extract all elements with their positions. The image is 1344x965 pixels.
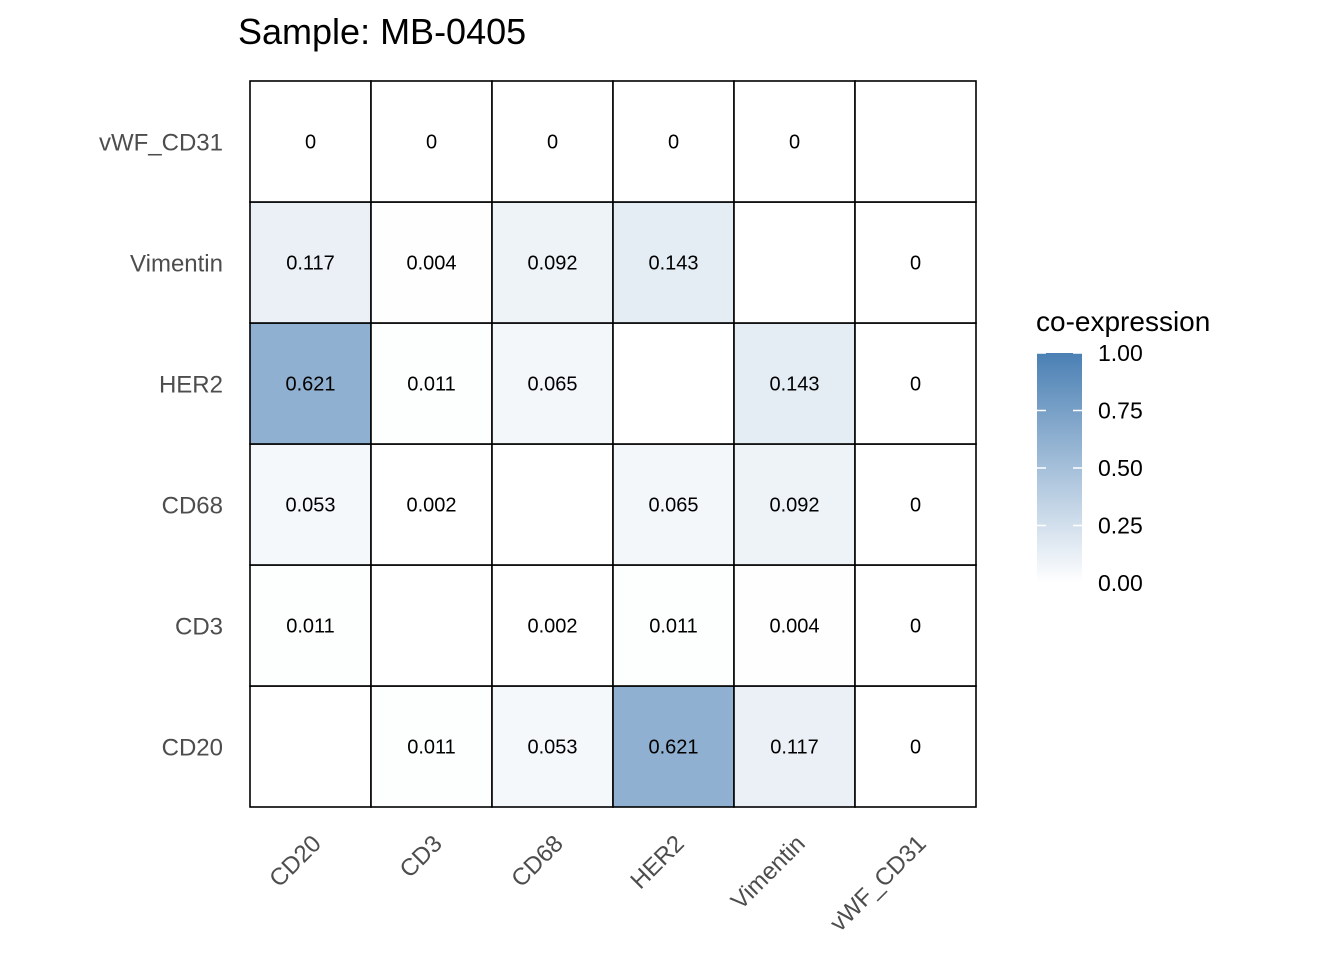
cell-label-cd3-her2: 0.011 [407, 374, 456, 396]
heatmap-cell-vimentin-vimentin [733, 201, 856, 324]
cell-label-vimentin-cd20: 0.117 [770, 737, 819, 759]
heatmap-cell-cd20-cd20 [249, 685, 372, 808]
heatmap-cell-cd3-cd20 [370, 685, 493, 808]
y-tick-label-vwf-cd31: vWF_CD31 [99, 130, 223, 157]
cell-label-vimentin-her2: 0.143 [769, 374, 819, 396]
cell-label-vwf-cd31-cd20: 0 [910, 737, 921, 759]
cell-label-cd20-cd68: 0.053 [285, 495, 335, 517]
x-tick-label-vwf-cd31: vWF_CD31 [825, 830, 932, 937]
x-tick-label-cd68: CD68 [506, 830, 568, 892]
cell-label-vwf-cd31-vimentin: 0 [910, 253, 921, 275]
legend-tick-label: 1.00 [1098, 340, 1143, 366]
heatmap-cell-vwf-cd31-cd20 [854, 685, 977, 808]
legend-title: co-expression [1036, 306, 1210, 337]
heatmap-cell-cd68-cd20 [491, 685, 614, 808]
cell-label-her2-vimentin: 0.143 [648, 253, 698, 275]
cell-label-vwf-cd31-her2: 0 [910, 374, 921, 396]
heatmap-cell-vwf-cd31-cd3 [854, 564, 977, 687]
heatmap-cell-her2-her2 [612, 322, 735, 445]
cell-label-cd68-cd3: 0.002 [527, 616, 577, 638]
heatmap-cell-vwf-cd31-vwf-cd31 [854, 80, 977, 203]
y-tick-label-vimentin: Vimentin [130, 251, 223, 278]
cell-label-vwf-cd31-cd3: 0 [910, 616, 921, 638]
cell-label-cd20-cd3: 0.011 [286, 616, 335, 638]
legend-tick-label: 0.50 [1098, 455, 1143, 481]
cell-label-her2-vwf-cd31: 0 [668, 132, 679, 154]
y-axis: CD20 CD3 CD68 HER2 Vimentin vWF_CD31 [99, 130, 223, 762]
x-tick-label-vimentin: Vimentin [726, 830, 811, 915]
cell-label-cd68-vwf-cd31: 0 [547, 132, 558, 154]
heatmap-cell-cd68-vwf-cd31 [491, 80, 614, 203]
heatmap-cell-labels: 0.011 0.053 0.621 0.117 0 0.011 0.002 0.011 0.00… [285, 132, 921, 759]
cell-label-cd3-vwf-cd31: 0 [426, 132, 437, 154]
cell-label-cd20-vwf-cd31: 0 [305, 132, 316, 154]
heatmap-cell-vimentin-cd3 [733, 564, 856, 687]
heatmap-cells [249, 80, 977, 808]
y-tick-label-cd3: CD3 [175, 614, 223, 641]
y-tick-label-cd68: CD68 [162, 493, 223, 520]
cell-label-vimentin-cd68: 0.092 [769, 495, 819, 517]
heatmap-cell-her2-cd68 [612, 443, 735, 566]
cell-label-cd3-vimentin: 0.004 [406, 253, 456, 275]
legend: co-expression 0.00 0.25 0.50 0.75 1.00 [1036, 306, 1210, 596]
heatmap-cell-cd68-cd3 [491, 564, 614, 687]
heatmap-cell-her2-cd3 [612, 564, 735, 687]
y-tick-label-cd20: CD20 [162, 735, 223, 762]
heatmap-cell-cd3-vwf-cd31 [370, 80, 493, 203]
legend-tick-label: 0.00 [1098, 570, 1143, 596]
heatmap-cell-vimentin-cd20 [733, 685, 856, 808]
cell-label-cd68-cd20: 0.053 [527, 737, 577, 759]
cell-label-cd20-her2: 0.621 [285, 374, 335, 396]
heatmap-cell-cd20-cd3 [249, 564, 372, 687]
legend-tick-label: 0.75 [1098, 398, 1143, 424]
legend-tick-label: 0.25 [1098, 513, 1143, 539]
heatmap-cell-vimentin-her2 [733, 322, 856, 445]
cell-label-cd20-vimentin: 0.117 [286, 253, 335, 275]
heatmap-cell-vwf-cd31-her2 [854, 322, 977, 445]
cell-label-her2-cd68: 0.065 [648, 495, 698, 517]
heatmap-cell-vwf-cd31-cd68 [854, 443, 977, 566]
heatmap-cell-cd3-cd3 [370, 564, 493, 687]
y-tick-label-her2: HER2 [159, 372, 223, 399]
heatmap-cell-cd68-cd68 [491, 443, 614, 566]
x-tick-label-cd3: CD3 [395, 830, 448, 883]
x-tick-label-cd20: CD20 [264, 830, 326, 892]
heatmap-cell-her2-vwf-cd31 [612, 80, 735, 203]
cell-label-vimentin-cd3: 0.004 [769, 616, 819, 638]
chart-title: Sample: MB-0405 [238, 11, 526, 52]
heatmap-cell-cd20-her2 [249, 322, 372, 445]
heatmap-cell-cd3-cd68 [370, 443, 493, 566]
cell-label-cd3-cd68: 0.002 [406, 495, 456, 517]
heatmap-cell-cd68-her2 [491, 322, 614, 445]
heatmap-cell-vwf-cd31-vimentin [854, 201, 977, 324]
x-tick-label-her2: HER2 [625, 830, 689, 894]
heatmap-cell-cd20-vimentin [249, 201, 372, 324]
cell-label-cd3-cd20: 0.011 [407, 737, 456, 759]
heatmap-cell-cd3-her2 [370, 322, 493, 445]
cell-label-vimentin-vwf-cd31: 0 [789, 132, 800, 154]
cell-label-her2-cd3: 0.011 [649, 616, 698, 638]
cell-label-cd68-her2: 0.065 [527, 374, 577, 396]
heatmap-cell-cd68-vimentin [491, 201, 614, 324]
cell-label-vwf-cd31-cd68: 0 [910, 495, 921, 517]
cell-label-her2-cd20: 0.621 [648, 737, 698, 759]
cell-label-cd68-vimentin: 0.092 [527, 253, 577, 275]
x-axis: CD20 CD3 CD68 HER2 Vimentin vWF_CD31 [264, 830, 931, 937]
